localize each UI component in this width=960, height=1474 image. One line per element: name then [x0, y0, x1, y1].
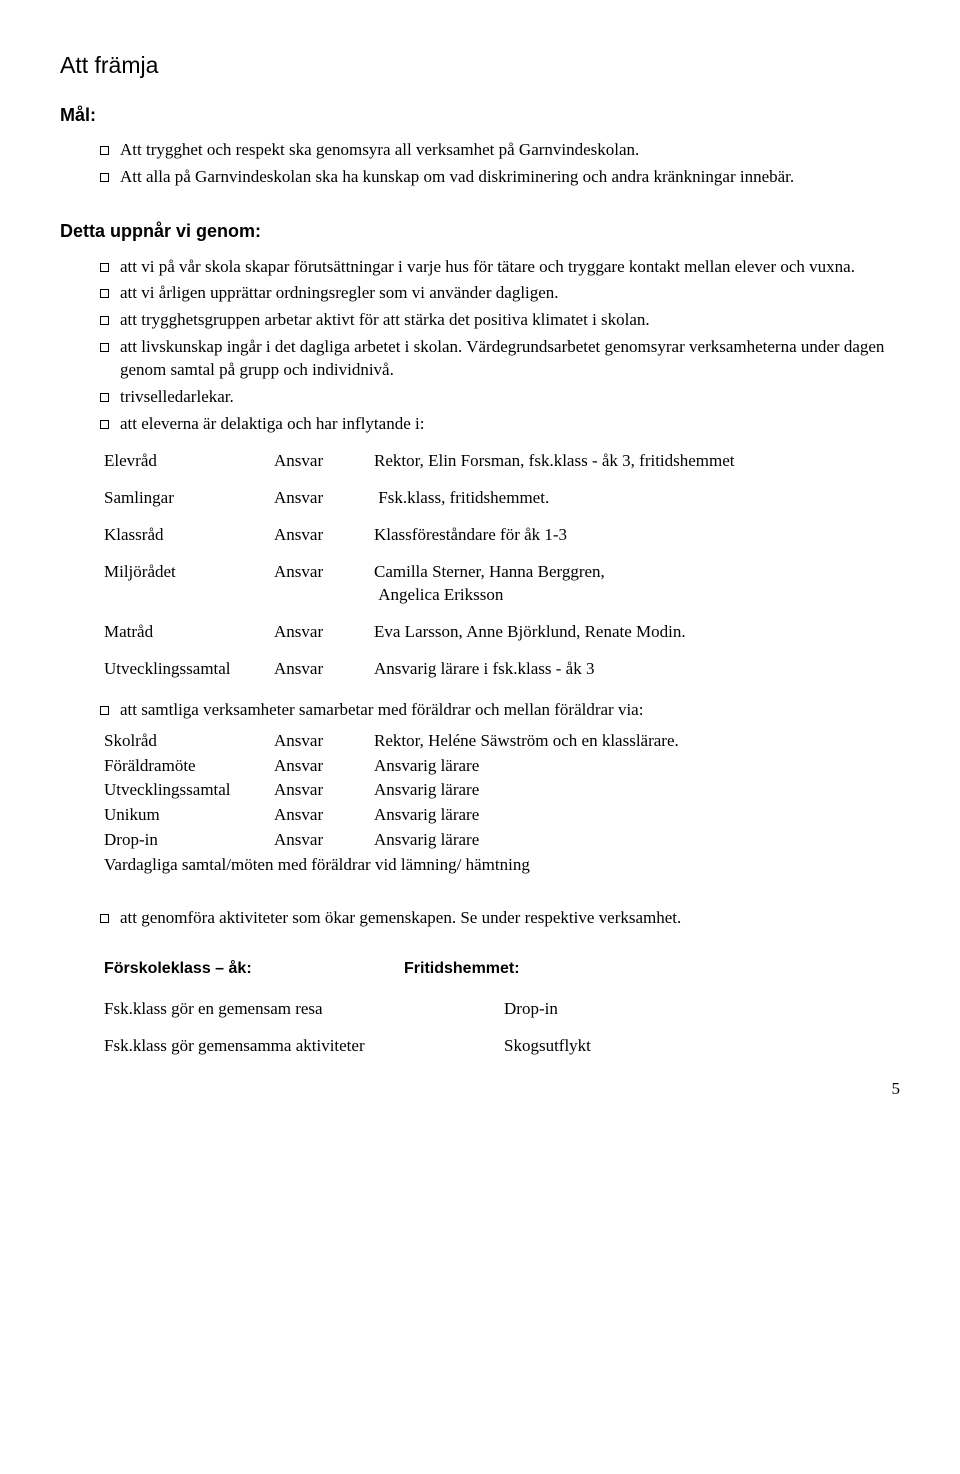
cell-name: Klassråd — [104, 524, 274, 547]
mal-heading: Mål: — [60, 103, 900, 127]
cell-name: Elevråd — [104, 450, 274, 473]
cell-ansvar: Ansvar — [274, 561, 374, 607]
cell-left: Fsk.klass gör en gemensam resa — [104, 998, 504, 1021]
list-item: att trygghetsgruppen arbetar aktivt för … — [60, 309, 900, 332]
two-col-heading: Förskoleklass – åk: Fritidshemmet: — [104, 958, 900, 980]
cell-value: Fsk.klass, fritidshemmet. — [374, 487, 900, 510]
cell-name: Drop-in — [104, 829, 274, 852]
list-item: Att alla på Garnvindeskolan ska ha kunsk… — [60, 166, 900, 189]
cell-value: Eva Larsson, Anne Björklund, Renate Modi… — [374, 621, 900, 644]
cell-name: Miljörådet — [104, 561, 274, 607]
table-row: Klassråd Ansvar Klassföreståndare för åk… — [104, 524, 900, 547]
cell-value: Ansvarig lärare i fsk.klass - åk 3 — [374, 658, 900, 681]
cell-ansvar: Ansvar — [274, 621, 374, 644]
cell-left: Fsk.klass gör gemensamma aktiviteter — [104, 1035, 504, 1058]
cell-ansvar: Ansvar — [274, 829, 374, 852]
list-item: att genomföra aktiviteter som ökar gemen… — [60, 907, 900, 930]
uppnar-heading: Detta uppnår vi genom: — [60, 219, 900, 243]
table-row: Elevråd Ansvar Rektor, Elin Forsman, fsk… — [104, 450, 900, 473]
cell-right: Drop-in — [504, 998, 558, 1021]
uppnar-list: att vi på vår skola skapar förutsättning… — [60, 256, 900, 437]
list-item: att vi årligen upprättar ordningsregler … — [60, 282, 900, 305]
cell-name: Samlingar — [104, 487, 274, 510]
table-row: Unikum Ansvar Ansvarig lärare — [104, 804, 900, 827]
cell-right: Skogsutflykt — [504, 1035, 591, 1058]
cell-name: Skolråd — [104, 730, 274, 753]
cell-ansvar: Ansvar — [274, 450, 374, 473]
cell-value: Rektor, Elin Forsman, fsk.klass - åk 3, … — [374, 450, 900, 473]
cell-value: Camilla Sterner, Hanna Berggren, Angelic… — [374, 561, 900, 607]
cell-name: Föräldramöte — [104, 755, 274, 778]
cell-value: Ansvarig lärare — [374, 779, 900, 802]
cell-value: Ansvarig lärare — [374, 829, 900, 852]
cell-name: Matråd — [104, 621, 274, 644]
page-number: 5 — [60, 1078, 900, 1101]
cell-name: Unikum — [104, 804, 274, 827]
list-item: trivselledarlekar. — [60, 386, 900, 409]
list-item: Att trygghet och respekt ska genomsyra a… — [60, 139, 900, 162]
table-tail-text: Vardagliga samtal/möten med föräldrar vi… — [104, 854, 900, 877]
cell-ansvar: Ansvar — [274, 524, 374, 547]
responsibility-table-2: Skolråd Ansvar Rektor, Heléne Säwström o… — [104, 730, 900, 878]
list-item: att eleverna är delaktiga och har inflyt… — [60, 413, 900, 436]
cell-name: Utvecklingssamtal — [104, 658, 274, 681]
two-col-row: Fsk.klass gör gemensamma aktiviteter Sko… — [104, 1035, 900, 1058]
mal-list: Att trygghet och respekt ska genomsyra a… — [60, 139, 900, 189]
cell-value: Ansvarig lärare — [374, 755, 900, 778]
list-item: att samtliga verksamheter samarbetar med… — [60, 699, 900, 722]
table-row: Samlingar Ansvar Fsk.klass, fritidshemme… — [104, 487, 900, 510]
col-head-right: Fritidshemmet: — [404, 958, 520, 980]
table-row: Matråd Ansvar Eva Larsson, Anne Björklun… — [104, 621, 900, 644]
table-row: Utvecklingssamtal Ansvar Ansvarig lärare… — [104, 658, 900, 681]
cell-ansvar: Ansvar — [274, 779, 374, 802]
cell-ansvar: Ansvar — [274, 755, 374, 778]
cell-ansvar: Ansvar — [274, 487, 374, 510]
list-item: att livskunskap ingår i det dagliga arbe… — [60, 336, 900, 382]
samtliga-list: att samtliga verksamheter samarbetar med… — [60, 699, 900, 722]
cell-value: Ansvarig lärare — [374, 804, 900, 827]
table-row: Skolråd Ansvar Rektor, Heléne Säwström o… — [104, 730, 900, 753]
two-col-row: Fsk.klass gör en gemensam resa Drop-in — [104, 998, 900, 1021]
table-row: Miljörådet Ansvar Camilla Sterner, Hanna… — [104, 561, 900, 607]
col-head-left: Förskoleklass – åk: — [104, 958, 404, 980]
cell-value: Klassföreståndare för åk 1-3 — [374, 524, 900, 547]
table-row: Föräldramöte Ansvar Ansvarig lärare — [104, 755, 900, 778]
table-row: Drop-in Ansvar Ansvarig lärare — [104, 829, 900, 852]
gemenskap-list: att genomföra aktiviteter som ökar gemen… — [60, 907, 900, 930]
table-row: Utvecklingssamtal Ansvar Ansvarig lärare — [104, 779, 900, 802]
cell-ansvar: Ansvar — [274, 658, 374, 681]
page-title: Att främja — [60, 50, 900, 81]
cell-ansvar: Ansvar — [274, 730, 374, 753]
responsibility-table-1: Elevråd Ansvar Rektor, Elin Forsman, fsk… — [104, 450, 900, 681]
list-item: att vi på vår skola skapar förutsättning… — [60, 256, 900, 279]
cell-name: Utvecklingssamtal — [104, 779, 274, 802]
cell-value: Rektor, Heléne Säwström och en klasslära… — [374, 730, 900, 753]
cell-ansvar: Ansvar — [274, 804, 374, 827]
